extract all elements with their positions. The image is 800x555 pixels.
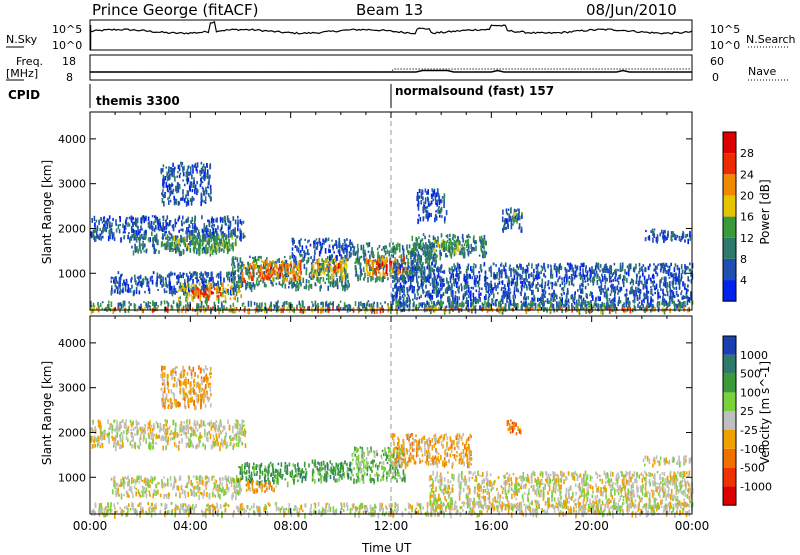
velocity-colorbar-segment-5 (723, 392, 736, 411)
time-xtick-label-5: 20:00 (574, 519, 609, 533)
time-xtick-label-4: 16:00 (474, 519, 509, 533)
velocity-colorbar-segment-2 (723, 449, 736, 468)
power-colorbar-tick-3: 16 (740, 211, 754, 224)
power-colorbar-segment-4 (723, 195, 736, 216)
power-colorbar-tick-2: 12 (740, 232, 754, 245)
power-ytick-label-2: 3000 (58, 178, 86, 191)
power-colorbar-segment-6 (723, 153, 736, 174)
velocity-echo-region-11 (643, 455, 692, 468)
velocity-echo-region-2 (111, 475, 242, 500)
power-colorbar-tick-6: 28 (740, 147, 754, 160)
velocity-colorbar-segment-3 (723, 430, 736, 449)
velocity-echo-region-3 (236, 462, 307, 488)
velocity-colorbar-tick-4: -25 (740, 424, 758, 437)
freq-panel-frame (90, 55, 692, 80)
velocity-colorbar-segment-6 (723, 374, 736, 393)
power-colorbar-tick-5: 24 (740, 168, 754, 181)
power-echo-region-22 (645, 229, 691, 245)
power-colorbar-tick-1: 8 (740, 253, 747, 266)
power-colorbar-tick-4: 20 (740, 189, 754, 202)
velocity-colorbar-segment-4 (723, 411, 736, 430)
time-xtick-label-2: 08:00 (273, 519, 308, 533)
power-echo-region-18 (392, 262, 694, 310)
nsky-line (90, 22, 692, 34)
velocity-colorbar-segment-0 (723, 486, 736, 505)
time-xtick-label-1: 04:00 (173, 519, 208, 533)
velocity-ytick-label-1: 2000 (58, 426, 86, 439)
velocity-echo-region-0 (90, 419, 246, 451)
power-colorbar-segment-3 (723, 217, 736, 238)
power-colorbar-segment-5 (723, 174, 736, 195)
power-colorbar-segment-1 (723, 259, 736, 280)
velocity-colorbar-tick-5: -100 (740, 443, 765, 456)
velocity-colorbar-tick-1: 500 (740, 368, 761, 381)
velocity-echo-region-5 (308, 460, 352, 484)
power-colorbar-tick-0: 4 (740, 274, 747, 287)
time-xtick-label-3: 12:00 (374, 519, 409, 533)
power-ytick-label-3: 4000 (58, 133, 86, 146)
power-ytick-label-0: 1000 (58, 267, 86, 280)
power-colorbar-segment-0 (723, 280, 736, 301)
velocity-colorbar-tick-2: 100 (740, 386, 761, 399)
power-colorbar-segment-7 (723, 132, 736, 153)
velocity-colorbar-segment-8 (723, 336, 736, 355)
time-xtick-label-0: 00:00 (73, 519, 108, 533)
power-colorbar-segment-2 (723, 238, 736, 259)
velocity-colorbar-segment-1 (723, 468, 736, 487)
velocity-ytick-label-0: 1000 (58, 471, 86, 484)
velocity-ytick-label-3: 4000 (58, 337, 86, 350)
power-echo-region-3 (160, 162, 212, 207)
velocity-colorbar-tick-6: -500 (740, 462, 765, 475)
power-echo-region-12 (292, 238, 355, 262)
nsky-panel-frame (90, 20, 692, 50)
velocity-echo-region-1 (160, 365, 212, 410)
power-echo-region-5 (178, 282, 242, 302)
velocity-echo-region-7 (392, 433, 472, 469)
velocity-colorbar-tick-0: 1000 (740, 349, 768, 362)
time-xtick-label-6: 00:00 (675, 519, 710, 533)
power-echo-region-19 (416, 188, 447, 224)
velocity-echo-region-8 (507, 419, 522, 435)
velocity-colorbar-tick-3: 25 (740, 405, 754, 418)
velocity-colorbar-tick-7: -1000 (740, 480, 772, 493)
velocity-ytick-label-2: 3000 (58, 382, 86, 395)
power-ytick-label-1: 2000 (58, 222, 86, 235)
velocity-colorbar-segment-7 (723, 355, 736, 374)
